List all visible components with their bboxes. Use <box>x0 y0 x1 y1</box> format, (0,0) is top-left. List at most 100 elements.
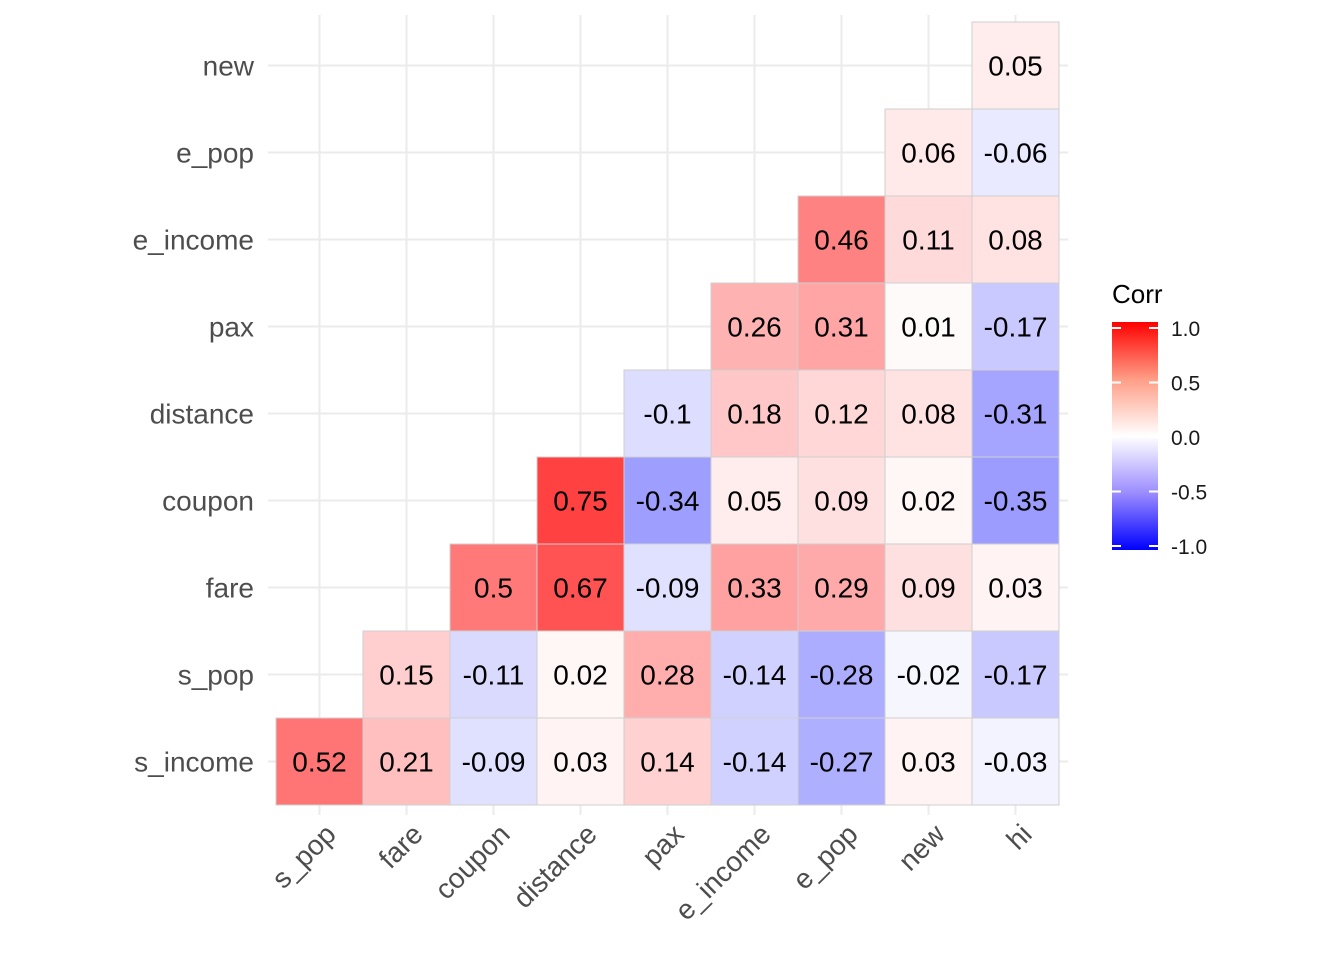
cell-value-label: 0.03 <box>901 747 956 778</box>
cell-value-label: -0.09 <box>462 747 526 778</box>
heatmap-tile <box>623 369 712 458</box>
heatmap-tile <box>710 456 799 545</box>
cell-value-label: -0.31 <box>984 399 1048 430</box>
heatmap-tile <box>971 108 1060 197</box>
cell-value-label: 0.18 <box>727 399 782 430</box>
heatmap-cell-hi-s_income: -0.03 <box>971 717 1060 806</box>
heatmap-tile <box>884 108 973 197</box>
heatmap-cell-hi-new: 0.05 <box>971 21 1060 110</box>
cell-value-label: 0.08 <box>988 225 1043 256</box>
heatmap-tile <box>710 717 799 806</box>
heatmap-cell-distance-s_income: 0.03 <box>536 717 625 806</box>
cell-value-label: 0.31 <box>814 312 869 343</box>
heatmap-cell-fare-s_income: 0.21 <box>362 717 451 806</box>
cell-value-label: 0.75 <box>553 486 608 517</box>
cell-value-label: 0.46 <box>814 225 869 256</box>
heatmap-tile <box>971 456 1060 545</box>
cell-value-label: -0.1 <box>643 399 691 430</box>
heatmap-cell-coupon-s_income: -0.09 <box>449 717 538 806</box>
cell-value-label: -0.27 <box>810 747 874 778</box>
cell-value-label: -0.14 <box>723 747 787 778</box>
cell-value-label: 0.21 <box>379 747 434 778</box>
heatmap-tile <box>710 630 799 719</box>
legend: Corr 1.0 0.5 0.0 -0.5 -1.0 <box>1112 279 1207 559</box>
heatmap-tile <box>971 282 1060 371</box>
x-tick-label-hi: hi <box>1000 818 1037 855</box>
x-tick-label-coupon: coupon <box>429 818 516 905</box>
legend-tick-label: 0.0 <box>1171 427 1200 450</box>
cell-value-label: -0.35 <box>984 486 1048 517</box>
heatmap-cell-e_income-coupon: 0.05 <box>710 456 799 545</box>
cell-value-label: -0.34 <box>636 486 700 517</box>
heatmap-tile <box>797 717 886 806</box>
heatmap-tile <box>623 543 712 632</box>
heatmap-cell-e_income-fare: 0.33 <box>710 543 799 632</box>
cell-value-label: 0.28 <box>640 660 695 691</box>
cell-value-label: -0.02 <box>897 660 961 691</box>
heatmap-cell-distance-s_pop: 0.02 <box>536 630 625 719</box>
heatmap-tile <box>884 717 973 806</box>
cell-value-label: 0.52 <box>292 747 347 778</box>
x-tick-label-e_income: e_income <box>669 818 777 926</box>
cell-value-label: 0.5 <box>474 573 513 604</box>
heatmap-cell-coupon-fare: 0.5 <box>449 543 538 632</box>
y-tick-label-e_income: e_income <box>133 225 254 256</box>
heatmap-cell-hi-pax: -0.17 <box>971 282 1060 371</box>
heatmap-cell-hi-e_pop: -0.06 <box>971 108 1060 197</box>
heatmap-tile <box>884 195 973 284</box>
heatmap-cell-e_pop-distance: 0.12 <box>797 369 886 458</box>
x-tick-label-fare: fare <box>373 818 429 874</box>
heatmap-cell-new-e_income: 0.11 <box>884 195 973 284</box>
y-tick-label-s_pop: s_pop <box>178 660 254 691</box>
heatmap-cell-new-e_pop: 0.06 <box>884 108 973 197</box>
x-tick-label-s_pop: s_pop <box>266 818 342 894</box>
cell-value-label: 0.01 <box>901 312 956 343</box>
heatmap-cell-new-fare: 0.09 <box>884 543 973 632</box>
cell-value-label: 0.03 <box>988 573 1043 604</box>
y-tick-label-fare: fare <box>206 573 254 604</box>
heatmap-cell-distance-fare: 0.67 <box>536 543 625 632</box>
heatmap-tile <box>884 282 973 371</box>
cell-value-label: 0.03 <box>553 747 608 778</box>
heatmap-cell-new-coupon: 0.02 <box>884 456 973 545</box>
heatmap-tile <box>797 630 886 719</box>
cell-value-label: 0.06 <box>901 138 956 169</box>
heatmap-cell-e_income-s_income: -0.14 <box>710 717 799 806</box>
heatmap-tile <box>797 456 886 545</box>
heatmap-cell-e_pop-e_income: 0.46 <box>797 195 886 284</box>
heatmap-tile <box>884 369 973 458</box>
heatmap-cell-fare-s_pop: 0.15 <box>362 630 451 719</box>
y-tick-label-e_pop: e_pop <box>176 138 254 169</box>
heatmap-cell-pax-s_income: 0.14 <box>623 717 712 806</box>
heatmap-cell-hi-s_pop: -0.17 <box>971 630 1060 719</box>
heatmap-tile <box>536 630 625 719</box>
cell-value-label: -0.11 <box>463 660 525 691</box>
heatmap-tile <box>971 630 1060 719</box>
heatmap-cell-e_income-pax: 0.26 <box>710 282 799 371</box>
heatmap-tile <box>971 21 1060 110</box>
heatmap-cell-new-pax: 0.01 <box>884 282 973 371</box>
heatmap-tile <box>971 717 1060 806</box>
heatmap-cell-hi-fare: 0.03 <box>971 543 1060 632</box>
legend-tick-label: 1.0 <box>1171 318 1200 341</box>
heatmap-tile <box>710 369 799 458</box>
cell-value-label: 0.05 <box>988 51 1043 82</box>
heatmap-cell-s_pop-s_income: 0.52 <box>275 717 364 806</box>
heatmap-cell-distance-coupon: 0.75 <box>536 456 625 545</box>
heatmap-cell-hi-e_income: 0.08 <box>971 195 1060 284</box>
heatmap-tile <box>275 717 364 806</box>
x-tick-label-distance: distance <box>507 818 603 914</box>
cell-value-label: 0.11 <box>902 225 954 256</box>
cell-value-label: -0.14 <box>723 660 787 691</box>
heatmap-cell-hi-coupon: -0.35 <box>971 456 1060 545</box>
heatmap-tile <box>971 543 1060 632</box>
heatmap-tile <box>884 543 973 632</box>
cell-value-label: 0.33 <box>727 573 782 604</box>
heatmap-cells: 0.52 0.21 -0.09 0.03 0.14 -0.14 -0.27 0.03 -0.03… <box>275 21 1060 806</box>
y-axis-tick-labels: s_income s_pop fare coupon distance pax e_inco… <box>133 51 255 778</box>
heatmap-cell-e_pop-coupon: 0.09 <box>797 456 886 545</box>
heatmap-cell-pax-distance: -0.1 <box>623 369 712 458</box>
heatmap-cell-e_income-s_pop: -0.14 <box>710 630 799 719</box>
